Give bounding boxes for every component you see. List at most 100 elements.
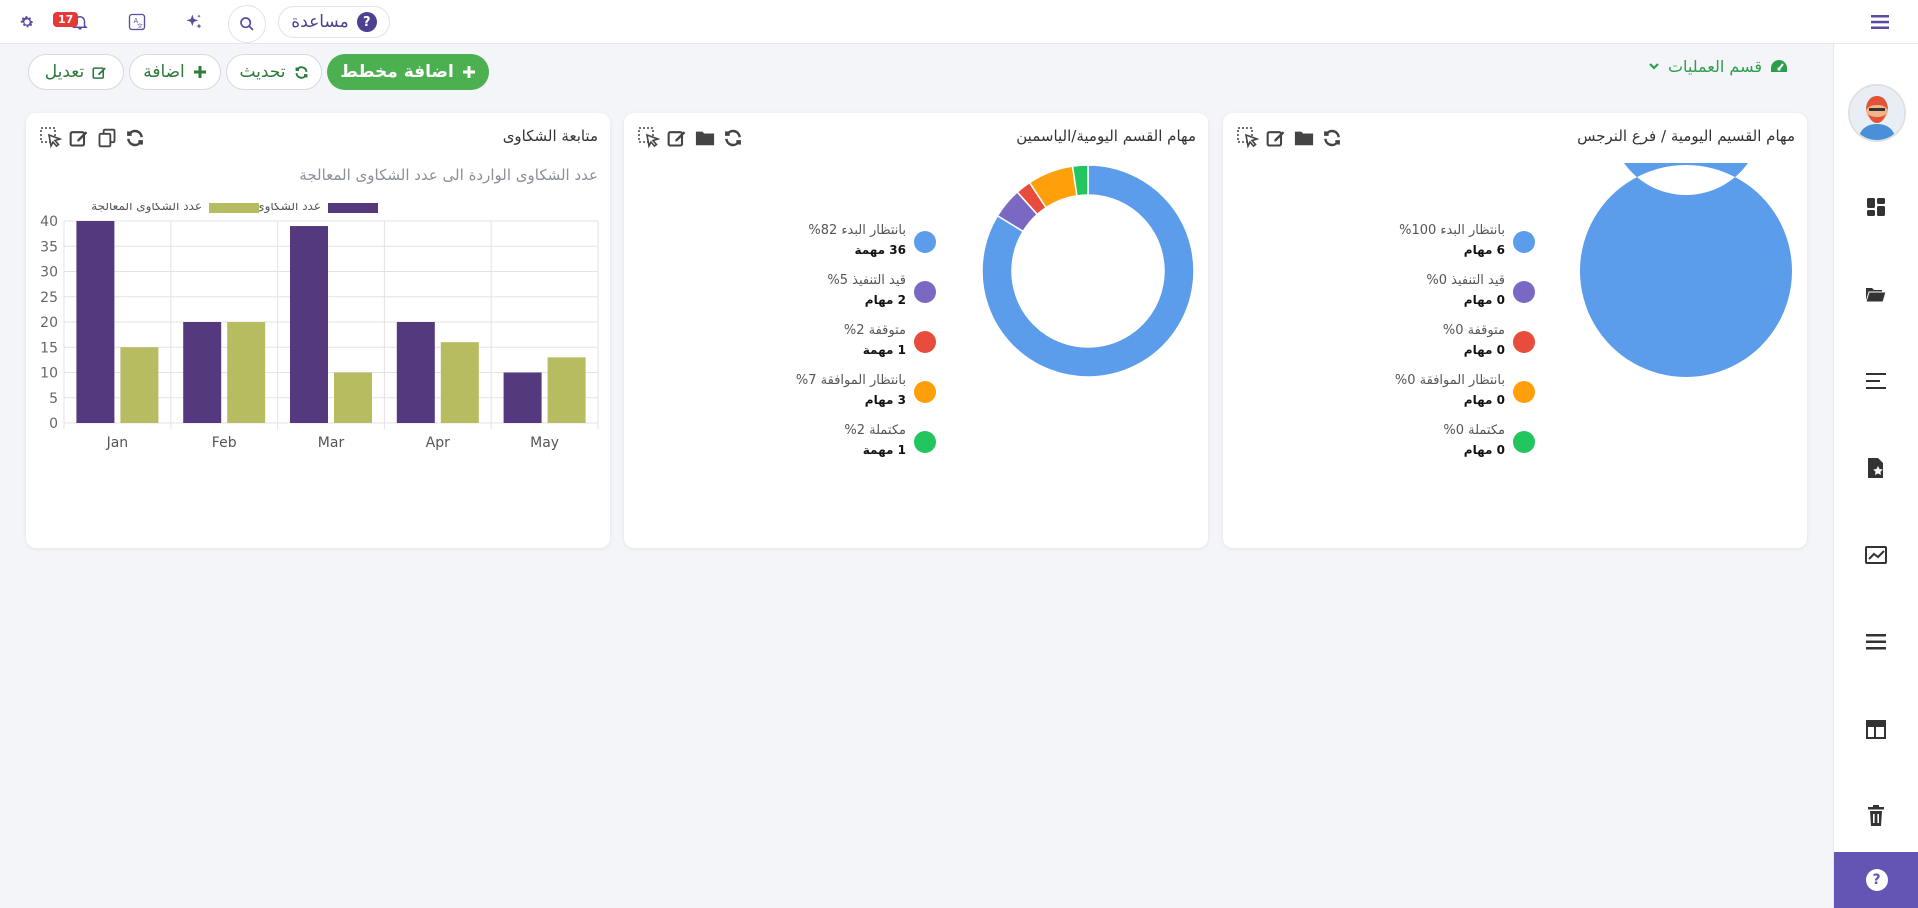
folder-icon[interactable] bbox=[694, 127, 716, 149]
chart-line-icon[interactable] bbox=[1862, 541, 1890, 569]
card-title: مهام القسم اليومية/الياسمين bbox=[1016, 127, 1196, 145]
y-tick-label: 35 bbox=[40, 239, 58, 255]
legend-dot bbox=[1513, 381, 1535, 403]
plus-icon bbox=[462, 66, 475, 78]
bar[interactable] bbox=[334, 372, 372, 424]
legend-dot bbox=[914, 281, 936, 303]
donut-slice[interactable] bbox=[981, 164, 1195, 378]
x-tick-label: Mar bbox=[318, 435, 345, 451]
bar-chart-complaints: عدد الشكاوى الواردة عدد الشكاوى المعالجة 0… bbox=[40, 203, 599, 451]
gear-icon[interactable] bbox=[13, 8, 41, 36]
legend-dot bbox=[914, 381, 936, 403]
refresh-icon[interactable] bbox=[124, 127, 146, 149]
bar[interactable] bbox=[547, 357, 586, 423]
bar[interactable] bbox=[183, 322, 222, 423]
avatar[interactable] bbox=[1848, 84, 1906, 142]
chart-subtitle: عدد الشكاوى الواردة الى عدد الشكاوى المع… bbox=[299, 166, 598, 184]
folder-icon[interactable] bbox=[1862, 280, 1890, 308]
search-button[interactable] bbox=[228, 5, 266, 43]
legend-dot bbox=[914, 231, 936, 253]
bar[interactable] bbox=[227, 322, 266, 423]
legend-label: مكتملة 0% bbox=[1443, 423, 1505, 438]
bar[interactable] bbox=[120, 347, 159, 423]
bar[interactable] bbox=[396, 322, 435, 423]
bar[interactable] bbox=[440, 342, 479, 423]
question-icon: ? bbox=[1865, 869, 1888, 891]
help-button[interactable]: ? مساعدة bbox=[278, 6, 390, 38]
legend-item: متوقفة 0% 0 مهام bbox=[1390, 321, 1535, 363]
add-button[interactable]: اضافة bbox=[129, 54, 221, 90]
card-title: متابعة الشكاوى bbox=[502, 127, 598, 145]
y-tick-label: 25 bbox=[40, 290, 58, 306]
legend-item: بانتظار الموافقة 7% 3 مهام bbox=[791, 371, 936, 413]
sidebar-help-button[interactable]: ? bbox=[1834, 852, 1918, 908]
legend-label: بانتظار الموافقة 0% bbox=[1394, 373, 1505, 388]
legend-count: 0 مهام bbox=[1463, 393, 1505, 407]
legend-label: متوقفة 2% bbox=[843, 323, 906, 338]
y-tick-label: 20 bbox=[40, 315, 58, 331]
refresh-icon[interactable] bbox=[1321, 127, 1343, 149]
legend-dot bbox=[1513, 331, 1535, 353]
trash-icon[interactable] bbox=[1862, 802, 1890, 830]
copy-icon[interactable] bbox=[96, 127, 118, 149]
legend-label: متوقفة 0% bbox=[1442, 323, 1505, 338]
table-icon[interactable] bbox=[1862, 715, 1890, 743]
bar[interactable] bbox=[503, 372, 542, 424]
legend-label: قيد التنفيذ 0% bbox=[1426, 273, 1505, 288]
legend-label: بانتظار الموافقة 7% bbox=[795, 373, 906, 388]
legend-item: مكتملة 0% 0 مهام bbox=[1390, 421, 1535, 463]
add-chart-button[interactable]: اضافة مخطط bbox=[327, 54, 489, 90]
card-title: مهام القسيم اليومية / فرع النرجس bbox=[1577, 127, 1795, 145]
list-icon[interactable] bbox=[1862, 628, 1890, 656]
bar[interactable] bbox=[290, 226, 328, 423]
help-label: مساعدة bbox=[291, 12, 349, 32]
select-cursor-icon[interactable] bbox=[40, 127, 62, 149]
menu-icon[interactable] bbox=[1866, 8, 1894, 36]
refresh-button[interactable]: تحديث bbox=[226, 54, 322, 90]
dashboard-icon[interactable] bbox=[1862, 193, 1890, 221]
legend-dot bbox=[1513, 231, 1535, 253]
donut-slice[interactable] bbox=[1071, 164, 1089, 197]
legend-count: 2 مهام bbox=[864, 293, 906, 307]
legend-swatch bbox=[328, 203, 378, 213]
bar[interactable] bbox=[76, 221, 115, 423]
x-tick-label: Apr bbox=[426, 435, 450, 451]
card-complaints: متابعة الشكاوى عدد الشكاوى الواردة الى ع… bbox=[26, 113, 610, 548]
edit-button[interactable]: تعديل bbox=[28, 54, 124, 90]
edit-icon[interactable] bbox=[68, 127, 90, 149]
select-cursor-icon[interactable] bbox=[1237, 127, 1259, 149]
x-tick-label: May bbox=[530, 435, 559, 451]
edit-icon[interactable] bbox=[666, 127, 688, 149]
legend-item: متوقفة 2% 1 مهمة bbox=[791, 321, 936, 363]
department-label: قسم العمليات bbox=[1667, 56, 1762, 76]
legend-label: بانتظار البدء 100% bbox=[1399, 223, 1505, 238]
notification-badge: 17 bbox=[53, 12, 79, 27]
legend-label: مكتملة 2% bbox=[844, 423, 906, 438]
add-chart-label: اضافة مخطط bbox=[340, 62, 454, 82]
edit-icon[interactable] bbox=[1265, 127, 1287, 149]
file-star-icon[interactable] bbox=[1862, 454, 1890, 482]
legend-item: مكتملة 2% 1 مهمة bbox=[791, 421, 936, 463]
department-selector[interactable]: قسم العمليات bbox=[1632, 54, 1788, 78]
legend-label: قيد التنفيذ 5% bbox=[827, 273, 906, 288]
y-tick-label: 10 bbox=[40, 366, 58, 382]
legend-dot bbox=[914, 431, 936, 453]
search-icon bbox=[240, 17, 254, 31]
y-tick-label: 0 bbox=[49, 416, 58, 432]
select-cursor-icon[interactable] bbox=[638, 127, 660, 149]
chevron-down-icon bbox=[1649, 63, 1659, 70]
donut-slice[interactable] bbox=[1580, 163, 1792, 377]
legend-count: 0 مهام bbox=[1463, 443, 1505, 457]
legend-count: 6 مهام bbox=[1463, 243, 1505, 257]
legend-item: قيد التنفيذ 5% 2 مهام bbox=[791, 271, 936, 313]
refresh-icon[interactable] bbox=[722, 127, 744, 149]
folder-icon[interactable] bbox=[1293, 127, 1315, 149]
y-tick-label: 30 bbox=[40, 265, 58, 281]
svg-text:A: A bbox=[134, 17, 139, 25]
gauge-icon bbox=[1771, 60, 1787, 72]
align-icon[interactable] bbox=[1862, 367, 1890, 395]
legend-count: 1 مهمة bbox=[862, 443, 906, 457]
donut-chart-narges bbox=[1580, 163, 1792, 377]
sparkles-icon[interactable] bbox=[180, 8, 208, 36]
